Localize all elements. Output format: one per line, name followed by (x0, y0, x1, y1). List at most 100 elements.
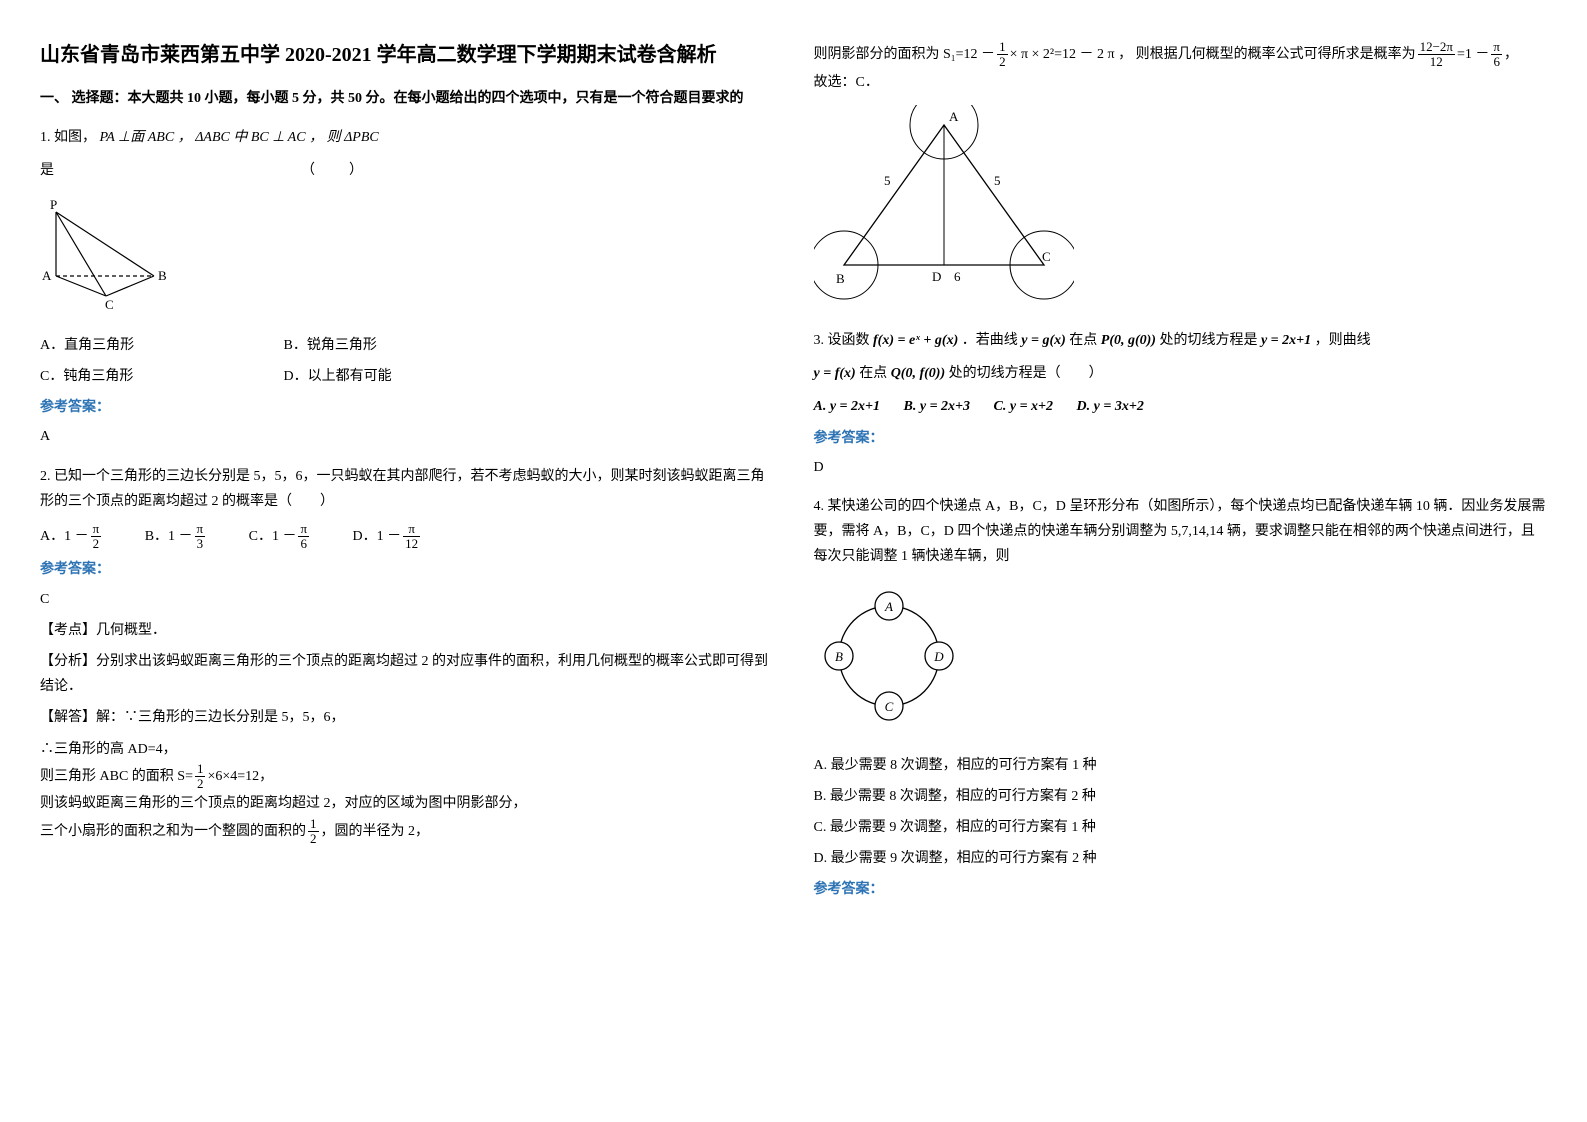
q1-text-prefix: 1. 如图， (40, 130, 96, 145)
q4-option-D: D. 最少需要 9 次调整，相应的可行方案有 2 种 (814, 846, 1548, 871)
q2-figure: A B C D 5 5 6 (814, 105, 1548, 314)
section-header: 一、 选择题：本大题共 10 小题，每小题 5 分，共 50 分。在每小题给出的… (40, 86, 774, 111)
q3-f3: P(0, g(0)) (1101, 333, 1156, 348)
col2-line2-prefix: 则根据几何概型的概率公式可得所求是概率为 (1136, 42, 1416, 67)
question-1: 1. 如图， PA ⊥面 ABC ， ΔABC 中 BC ⊥ AC ， 则 ΔP… (40, 125, 774, 449)
q2-C-prefix: C．1 － (249, 524, 297, 549)
q1-label-C: C (105, 297, 114, 312)
q3-text-line1: 3. 设函数 f(x) = eˣ + g(x) ．若曲线 y = g(x) 在点… (814, 328, 1548, 353)
q1-option-C: C．钝角三角形 (40, 364, 240, 389)
q2-option-C: C．1 － π 6 (249, 522, 309, 552)
q3-f1: f(x) = eˣ + g(x) (873, 333, 958, 348)
q2-line2-suffix: ×6×4=12， (207, 764, 273, 789)
q3-f4: y = 2x+1 (1261, 333, 1311, 348)
q2-A-frac-num: π (91, 522, 102, 537)
q1-figure: P A B C (40, 194, 774, 323)
col2-line1-suffix: × π × 2²=12 － 2 π ， (1010, 42, 1133, 67)
q1-label-B: B (158, 268, 167, 283)
q2-D-frac: π 12 (403, 522, 420, 552)
q2-line4-frac-num: 1 (308, 817, 319, 832)
q4-options: A. 最少需要 8 次调整，相应的可行方案有 1 种 B. 最少需要 8 次调整… (814, 753, 1548, 872)
q3-option-C: C. y = x+2 (994, 394, 1054, 419)
col2-line2: 则根据几何概型的概率公式可得所求是概率为 12−2π 12 =1 － π 6 ， (1136, 40, 1518, 70)
q4-figure: A B C D (814, 581, 1548, 740)
q1-edge-BC (106, 276, 154, 296)
col2-line1-frac-num: 1 (997, 40, 1008, 55)
q3-mid2: 在点 (1069, 333, 1097, 348)
col2-line1-frac-den: 2 (997, 55, 1008, 69)
q3-mid6: 处的切线方程是（ ） (949, 366, 1103, 381)
q1-options-row2: C．钝角三角形 D．以上都有可能 (40, 364, 774, 389)
q3-options: A. y = 2x+1 B. y = 2x+3 C. y = x+2 D. y … (814, 394, 1548, 419)
q2-label-5b: 5 (994, 173, 1001, 188)
q1-suffix-line: 是 （ ） (40, 158, 774, 183)
q2-B-frac: π 3 (195, 522, 206, 552)
q1-edge-PB (56, 212, 154, 276)
q3-f6: Q(0, f(0)) (891, 366, 945, 381)
q2-analysis-line1: ∴三角形的高 AD=4， (40, 737, 774, 762)
q2-B-frac-den: 3 (195, 537, 206, 551)
col2-line2-frac1: 12−2π 12 (1418, 40, 1455, 70)
q2-options: A．1 － π 2 B．1 － π 3 C．1 － π 6 (40, 522, 774, 552)
q4-option-A: A. 最少需要 8 次调整，相应的可行方案有 1 种 (814, 753, 1548, 778)
question-2: 2. 已知一个三角形的三边长分别是 5，5，6，一只蚂蚁在其内部爬行，若不考虑蚂… (40, 464, 774, 847)
question-4: 4. 某快递公司的四个快递点 A，B，C，D 呈环形分布（如图所示），每个快递点… (814, 494, 1548, 903)
q2-analysis-tag2: 【分析】分别求出该蚂蚁距离三角形的三个顶点的距离均超过 2 的对应事件的面积，利… (40, 649, 774, 699)
q2-D-frac-den: 12 (403, 537, 420, 551)
document-title: 山东省青岛市莱西第五中学 2020-2021 学年高二数学理下学期期末试卷含解析 (40, 40, 774, 70)
q3-prefix: 3. 设函数 (814, 333, 870, 348)
q2-A-prefix: A．1 － (40, 524, 89, 549)
q1-answer-label: 参考答案： (40, 395, 774, 420)
q4-answer-label: 参考答案： (814, 877, 1548, 902)
q2-analysis-tag3: 【解答】解：∵三角形的三边长分别是 5，5，6， (40, 705, 774, 730)
q3-mid3: 处的切线方程是 (1159, 333, 1257, 348)
q4-label-D: D (933, 649, 944, 664)
q4-label-A: A (884, 599, 893, 614)
col2-line2-frac1-num: 12−2π (1418, 40, 1455, 55)
q3-option-D: D. y = 3x+2 (1077, 394, 1144, 419)
q2-B-prefix: B．1 － (145, 524, 193, 549)
q1-label-A: A (42, 268, 52, 283)
q3-option-A: A. y = 2x+1 (814, 394, 881, 419)
q2-D-prefix: D．1 － (353, 524, 402, 549)
q2-label-6: 6 (954, 269, 961, 284)
q2-analysis-line2: 则三角形 ABC 的面积 S= 1 2 ×6×4=12， (40, 762, 273, 792)
col2-line1-prefix: 则阴影部分的面积为 S₁=12 － (814, 42, 996, 67)
col2-line2-frac2-num: π (1491, 40, 1502, 55)
q2-label-D: D (932, 269, 941, 284)
right-column: 则阴影部分的面积为 S₁=12 － 1 2 × π × 2²=12 － 2 π … (814, 40, 1548, 917)
q2-A-frac-den: 2 (91, 537, 102, 551)
question-3: 3. 设函数 f(x) = eˣ + g(x) ．若曲线 y = g(x) 在点… (814, 328, 1548, 480)
q2-label-B: B (836, 271, 845, 286)
q3-answer: D (814, 455, 1548, 480)
q4-ring (839, 606, 939, 706)
q2-A-frac: π 2 (91, 522, 102, 552)
q4-option-B: B. 最少需要 8 次调整，相应的可行方案有 2 种 (814, 784, 1548, 809)
q4-svg: A B C D (814, 581, 964, 731)
col2-line2-frac2: π 6 (1491, 40, 1502, 70)
col2-line2-suffix: ， (1504, 42, 1518, 67)
q2-line2-frac-den: 2 (195, 777, 206, 791)
q4-option-C: C. 最少需要 9 次调整，相应的可行方案有 1 种 (814, 815, 1548, 840)
col2-line1-frac: 1 2 (997, 40, 1008, 70)
q3-answer-label: 参考答案： (814, 426, 1548, 451)
col2-line3: 故选：C． (814, 70, 1548, 95)
q2-option-B: B．1 － π 3 (145, 522, 205, 552)
q1-svg: P A B C (40, 194, 180, 314)
q1-option-B: B．锐角三角形 (284, 333, 377, 358)
q2-D-frac-num: π (403, 522, 420, 537)
q3-mid1: ．若曲线 (962, 333, 1018, 348)
q2-analysis-tag1: 【考点】几何概型． (40, 618, 774, 643)
q2-line2-frac: 1 2 (195, 762, 206, 792)
q1-label-P: P (50, 197, 57, 212)
q1-text: 1. 如图， PA ⊥面 ABC ， ΔABC 中 BC ⊥ AC ， 则 ΔP… (40, 125, 774, 150)
col2-line2-frac1-den: 12 (1418, 55, 1455, 69)
q1-edge-PC (56, 212, 106, 296)
col2-line2-frac2-den: 6 (1491, 55, 1502, 69)
q2-text: 2. 已知一个三角形的三边长分别是 5，5，6，一只蚂蚁在其内部爬行，若不考虑蚂… (40, 464, 774, 514)
q2-B-frac-num: π (195, 522, 206, 537)
q2-line4-suffix: ，圆的半径为 2， (321, 819, 430, 844)
q1-math-2: ΔABC 中 BC ⊥ AC ， (195, 130, 323, 145)
q2-answer-label: 参考答案： (40, 557, 774, 582)
q4-text: 4. 某快递公司的四个快递点 A，B，C，D 呈环形分布（如图所示），每个快递点… (814, 494, 1548, 570)
